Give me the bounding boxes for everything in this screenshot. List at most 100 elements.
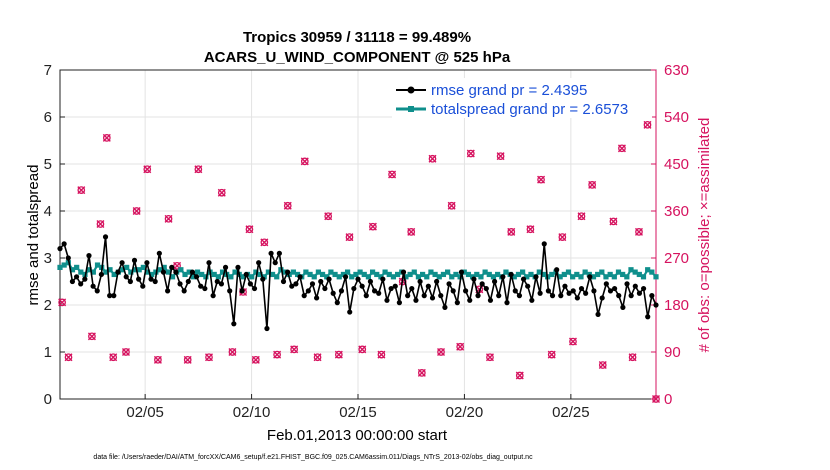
- obs-assimilated-marker: [388, 170, 397, 179]
- legend-box: [392, 78, 652, 118]
- totalspread-point: [603, 274, 609, 280]
- rmse-point: [314, 295, 320, 301]
- totalspread-point: [624, 274, 630, 280]
- obs-assimilated-marker: [577, 212, 586, 221]
- rmse-point: [380, 276, 386, 282]
- y-tick-label-right: 540: [664, 109, 689, 126]
- obs-assimilated-marker: [588, 180, 597, 189]
- totalspread-point: [369, 269, 376, 275]
- totalspread-point: [361, 271, 367, 278]
- rmse-point: [189, 269, 196, 275]
- obs-assimilated-marker: [121, 348, 130, 356]
- rmse-point: [148, 276, 154, 282]
- rmse-point: [231, 321, 237, 327]
- obs-assimilated-marker: [628, 353, 637, 362]
- totalspread-point: [265, 269, 271, 275]
- obs-assimilated-marker: [496, 152, 505, 161]
- totalspread-point: [374, 271, 380, 278]
- rmse-point: [545, 288, 551, 294]
- obs-possible-marker: [526, 225, 535, 234]
- rmse-point: [562, 283, 568, 289]
- totalspread-point: [407, 271, 413, 278]
- obs-possible-marker: [183, 355, 192, 364]
- totalspread-point: [378, 274, 384, 280]
- rmse-point: [69, 278, 76, 285]
- obs-possible-marker: [618, 144, 626, 153]
- rmse-point: [218, 281, 225, 287]
- rmse-point: [222, 264, 229, 270]
- obs-possible-marker: [77, 186, 86, 194]
- obs-possible-marker: [437, 348, 445, 356]
- rmse-point: [73, 274, 80, 280]
- totalspread-point: [269, 271, 276, 278]
- obs-assimilated-marker: [377, 350, 386, 359]
- totalspread-point: [161, 264, 167, 270]
- obs-possible-marker: [496, 152, 505, 161]
- obs-possible-marker: [428, 154, 437, 163]
- rmse-point: [136, 276, 142, 282]
- totalspread-point: [111, 271, 117, 278]
- obs-assimilated-marker: [609, 217, 618, 226]
- totalspread-point: [169, 274, 176, 280]
- obs-possible-marker: [132, 207, 141, 215]
- rmse-point: [520, 276, 527, 282]
- rmse-point: [429, 295, 436, 301]
- obs-possible-marker: [290, 345, 298, 354]
- obs-possible-marker: [598, 361, 607, 369]
- totalspread-point: [432, 271, 438, 278]
- rmse-point: [636, 290, 643, 296]
- totalspread-point: [640, 274, 647, 280]
- obs-assimilated-marker: [228, 348, 237, 356]
- obs-possible-marker: [456, 342, 465, 351]
- y-axis-label-right: # of obs: o=possible; ×=assimilated: [696, 118, 713, 353]
- rmse-point: [400, 269, 407, 275]
- rmse-point: [438, 293, 444, 299]
- rmse-point: [347, 309, 353, 315]
- rmse-point: [177, 281, 183, 287]
- rmse-point: [293, 281, 299, 287]
- obs-assimilated-marker: [617, 144, 626, 153]
- totalspread-point: [257, 271, 263, 278]
- y-tick-label-left: 5: [44, 156, 52, 173]
- totalspread-point: [307, 271, 313, 278]
- obs-possible-marker: [283, 201, 292, 210]
- y-tick-label-left: 1: [44, 344, 52, 361]
- rmse-point: [640, 285, 647, 292]
- obs-possible-marker: [154, 355, 162, 364]
- rmse-point: [508, 271, 514, 278]
- totalspread-point: [290, 269, 296, 275]
- rmse-point: [417, 278, 423, 285]
- obs-possible-marker: [88, 332, 96, 341]
- obs-assimilated-marker: [334, 350, 343, 359]
- totalspread-point: [311, 274, 317, 280]
- legend-rmse-marker: [407, 86, 415, 94]
- rmse-point: [384, 297, 390, 303]
- rmse-point: [202, 285, 208, 292]
- y-tick-label-right: 630: [664, 62, 689, 79]
- footer-note: data file: /Users/raeder/DAI/ATM_forcXX/…: [93, 454, 533, 461]
- obs-possible-marker: [628, 353, 637, 362]
- obs-assimilated-marker: [290, 345, 299, 354]
- totalspread-point: [178, 267, 184, 273]
- y-tick-label-left: 0: [44, 391, 52, 408]
- rmse-point: [90, 283, 96, 289]
- rmse-point: [475, 293, 481, 299]
- rmse-point: [251, 285, 258, 292]
- obs-possible-marker: [369, 222, 377, 231]
- totalspread-point: [319, 271, 326, 278]
- obs-assimilated-marker: [515, 371, 524, 380]
- rmse-point: [289, 283, 295, 289]
- totalspread-point: [549, 271, 555, 278]
- rmse-point: [367, 278, 374, 285]
- obs-possible-marker: [122, 348, 130, 356]
- obs-count-markers: [58, 120, 660, 403]
- rmse-point: [591, 288, 597, 294]
- y-tick-label-right: 450: [664, 156, 689, 173]
- rmse-point: [512, 288, 518, 294]
- obs-possible-marker: [313, 353, 322, 362]
- totalspread-point: [107, 267, 113, 273]
- x-tick-label: 02/25: [552, 404, 590, 421]
- obs-possible-marker: [547, 350, 556, 359]
- rmse-point: [193, 274, 200, 280]
- rmse-point: [612, 285, 618, 292]
